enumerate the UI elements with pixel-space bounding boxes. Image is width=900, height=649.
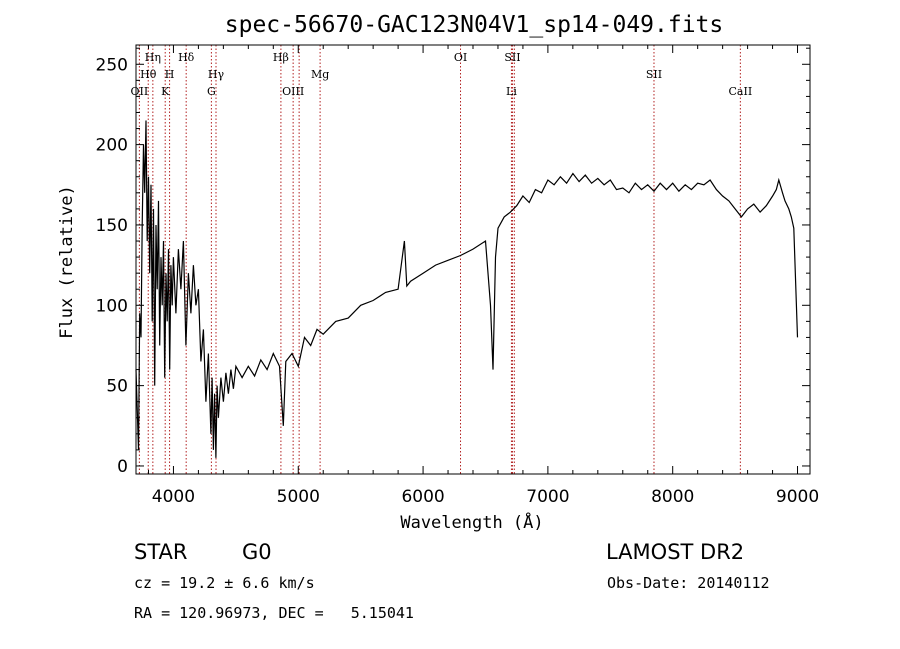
spectral-line-label: Hδ: [178, 51, 195, 64]
spectral-line-label: SII: [504, 51, 520, 64]
spectral-line-markers: [138, 45, 741, 474]
y-tick-label: 50: [106, 377, 128, 397]
object-class: STAR: [134, 540, 188, 564]
x-tick-label: 4000: [152, 487, 195, 507]
plot-frame: [135, 44, 811, 475]
spectral-line-label: OI: [454, 51, 467, 64]
y-tick-label: 200: [96, 136, 128, 156]
x-tick-label: 6000: [401, 487, 444, 507]
y-axis-ticks: 0 50 100 150 200 250: [96, 47, 810, 477]
spectral-line-label: OIII: [282, 85, 304, 98]
survey-name: LAMOST DR2: [606, 540, 745, 564]
spectral-line-label: Li: [506, 85, 517, 98]
spectral-line-label: Hη: [145, 51, 161, 64]
x-tick-label: 9000: [776, 487, 819, 507]
y-tick-label: 100: [96, 296, 128, 316]
spectral-line-label: H: [165, 68, 175, 81]
observation-date: Obs-Date: 20140112: [607, 574, 770, 592]
chart-title: spec-56670-GAC123N04V1_sp14-049.fits: [225, 12, 724, 38]
y-axis-label: Flux (relative): [57, 185, 77, 339]
spectral-line-label: Hβ: [273, 51, 289, 64]
coordinates-text: RA = 120.96973, DEC = 5.15041: [134, 604, 414, 622]
spectral-line-label: SII: [646, 68, 662, 81]
y-tick-label: 250: [96, 55, 128, 75]
x-tick-label: 8000: [651, 487, 694, 507]
spectral-line-label: Hγ: [208, 68, 225, 81]
spectral-line-label: K: [161, 85, 170, 98]
spectral-line-label: Hθ: [140, 68, 157, 81]
y-tick-label: 150: [96, 216, 128, 236]
spectral-line-label: G: [207, 85, 216, 98]
x-tick-label: 7000: [526, 487, 569, 507]
x-axis-ticks: 4000 5000 6000 7000 8000 9000: [147, 45, 819, 507]
object-subclass: G0: [242, 540, 272, 564]
spectrum-series-line: [135, 120, 799, 458]
x-tick-label: 5000: [277, 487, 320, 507]
y-tick-label: 0: [117, 457, 128, 477]
spectral-line-label: OII: [131, 85, 149, 98]
spectral-line-label: CaII: [729, 85, 753, 98]
x-axis-label: Wavelength (Å): [400, 511, 543, 533]
spectral-line-label: Mg: [311, 68, 329, 81]
redshift-text: cz = 19.2 ± 6.6 km/s: [134, 574, 315, 592]
